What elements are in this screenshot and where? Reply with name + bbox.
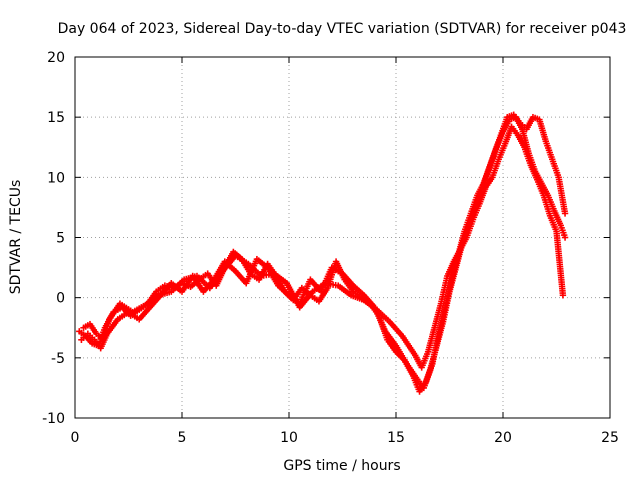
chart-title: Day 064 of 2023, Sidereal Day-to-day VTE…: [58, 21, 627, 37]
x-tick-label: 25: [601, 430, 619, 446]
y-tick-label: 0: [56, 291, 65, 307]
x-tick-label: 5: [178, 430, 187, 446]
y-tick-label: -10: [42, 411, 65, 427]
x-axis-label: GPS time / hours: [283, 458, 400, 474]
x-tick-label: 10: [280, 430, 298, 446]
grid-lines: [75, 57, 610, 418]
y-tick-label: 5: [56, 231, 65, 247]
data-point: [561, 234, 569, 241]
data-point: [559, 292, 567, 299]
y-tick-label: 10: [47, 170, 65, 186]
axis-ticks: 0 5 10 15 20 25 -10 -5 0 5 10 15 20: [42, 50, 619, 446]
plot-frame: [74, 56, 611, 419]
y-tick-label: 20: [47, 50, 65, 66]
x-tick-label: 0: [71, 430, 80, 446]
data-point: [561, 210, 569, 217]
y-tick-label: 15: [47, 110, 65, 126]
x-tick-label: 20: [494, 430, 512, 446]
x-tick-label: 15: [387, 430, 405, 446]
y-axis-label: SDTVAR / TECUs: [8, 180, 24, 295]
data-markers: [76, 111, 569, 395]
y-tick-label: -5: [51, 351, 65, 367]
